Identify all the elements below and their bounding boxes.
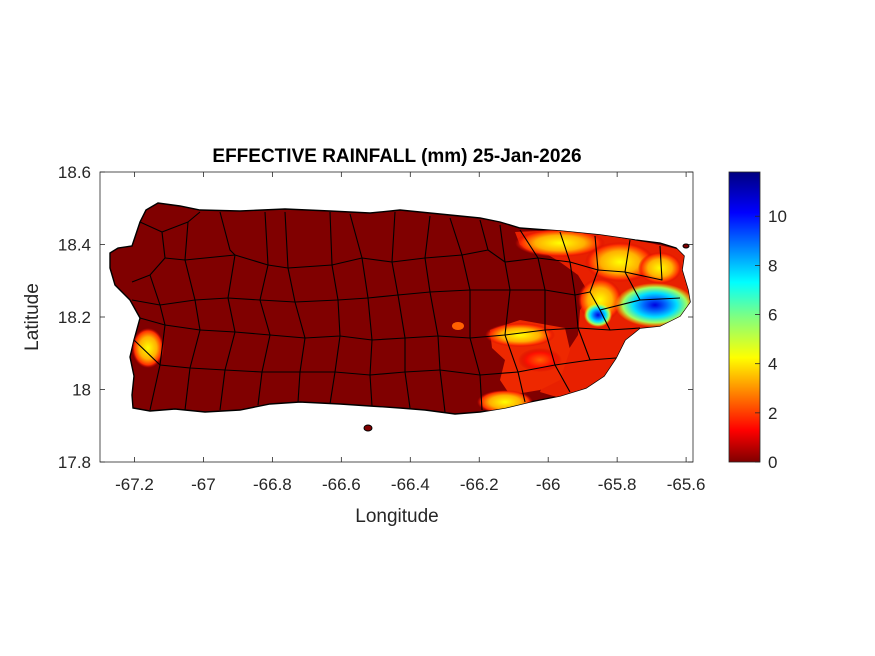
- x-tick-label: -66.6: [322, 475, 361, 494]
- islet-caja-de-muertos: [363, 424, 373, 432]
- rain-patch-yunque: [585, 242, 655, 282]
- x-tick-label: -67: [191, 475, 216, 494]
- colorbar-tick-label: 10: [768, 207, 787, 226]
- y-tick-label: 18: [72, 381, 91, 400]
- colorbar-tick-label: 0: [768, 453, 777, 472]
- colorbar-ticks: 0 2 4 6 8 10: [755, 207, 787, 472]
- y-axis-ticks: 17.8 18 18.2 18.4 18.6: [58, 163, 693, 472]
- x-tick-label: -66: [536, 475, 561, 494]
- rain-patch-northeast-core: [515, 229, 605, 257]
- rain-patch-central-east: [485, 323, 555, 347]
- islet-east: [682, 243, 690, 249]
- rain-patch-fajardo: [638, 252, 682, 284]
- colorbar-tick-label: 2: [768, 404, 777, 423]
- y-axis-label: Latitude: [22, 283, 43, 351]
- colorbar-tick-label: 6: [768, 306, 777, 325]
- y-tick-label: 17.8: [58, 453, 91, 472]
- x-tick-label: -67.2: [115, 475, 154, 494]
- x-tick-label: -66.2: [460, 475, 499, 494]
- rain-patch-small-center: [452, 322, 464, 330]
- y-tick-label: 18.2: [58, 308, 91, 327]
- rain-peak-east: [615, 283, 690, 327]
- municipality-boundaries: [131, 211, 681, 413]
- x-tick-label: -66.4: [391, 475, 430, 494]
- x-axis-ticks: -67.2 -67 -66.8 -66.6 -66.4 -66.2 -66 -65.8 -65.…: [115, 172, 705, 494]
- x-axis-label: Longitude: [355, 506, 438, 527]
- colorbar: [728, 171, 761, 463]
- colorbar-tick-label: 4: [768, 355, 777, 374]
- x-tick-label: -66.8: [253, 475, 292, 494]
- y-tick-label: 18.4: [58, 236, 91, 255]
- rain-patch-humacao: [518, 348, 562, 372]
- rain-patch-southwest: [132, 328, 164, 368]
- rainfall-overlay: [132, 229, 690, 414]
- x-tick-label: -65.6: [667, 475, 706, 494]
- chart-title: EFFECTIVE RAINFALL (mm) 25-Jan-2026: [212, 146, 581, 167]
- colorbar-tick-label: 8: [768, 256, 777, 275]
- y-tick-label: 18.6: [58, 163, 91, 182]
- x-tick-label: -65.8: [598, 475, 637, 494]
